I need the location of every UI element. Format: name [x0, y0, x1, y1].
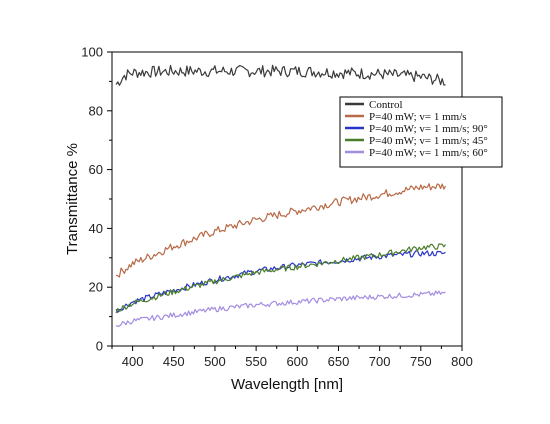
x-axis: 400 450 500 550 600 650 700 750 800 [111, 346, 473, 369]
x-tick-label: 700 [369, 354, 391, 369]
series-line-3 [115, 243, 446, 314]
x-axis-title: Wavelength [nm] [231, 376, 343, 393]
legend-label: Control [369, 99, 403, 111]
y-tick-label: 100 [81, 45, 103, 60]
y-tick-label: 60 [89, 162, 103, 177]
x-tick-label: 800 [451, 354, 473, 369]
y-tick-label: 80 [89, 103, 103, 118]
series-layer [115, 64, 447, 327]
x-tick-label: 600 [286, 354, 308, 369]
series-line-2 [115, 250, 446, 313]
x-tick-label: 750 [410, 354, 432, 369]
x-tick-label: 400 [122, 354, 144, 369]
legend-label: P=40 mW; v= 1 mm/s; 90° [369, 123, 488, 135]
legend-box [339, 96, 503, 168]
legend-label: P=40 mW; v= 1 mm/s; 45° [369, 135, 488, 147]
x-tick-label: 450 [163, 354, 185, 369]
x-tick-label: 500 [204, 354, 226, 369]
y-tick-label: 0 [96, 339, 103, 354]
series-line-1 [115, 183, 447, 278]
series-line-4 [115, 290, 446, 327]
x-tick-label: 650 [328, 354, 350, 369]
y-axis: 0 20 40 60 80 100 [81, 45, 112, 354]
series-line-0 [115, 64, 446, 86]
y-axis-title: Transmittance % [64, 143, 81, 255]
legend-label: P=40 mW; v= 1 mm/s [369, 111, 467, 123]
y-tick-label: 20 [89, 280, 103, 295]
y-tick-label: 40 [89, 221, 103, 236]
legend-label: P=40 mW; v= 1 mm/s; 60° [369, 147, 488, 159]
x-tick-label: 550 [245, 354, 267, 369]
